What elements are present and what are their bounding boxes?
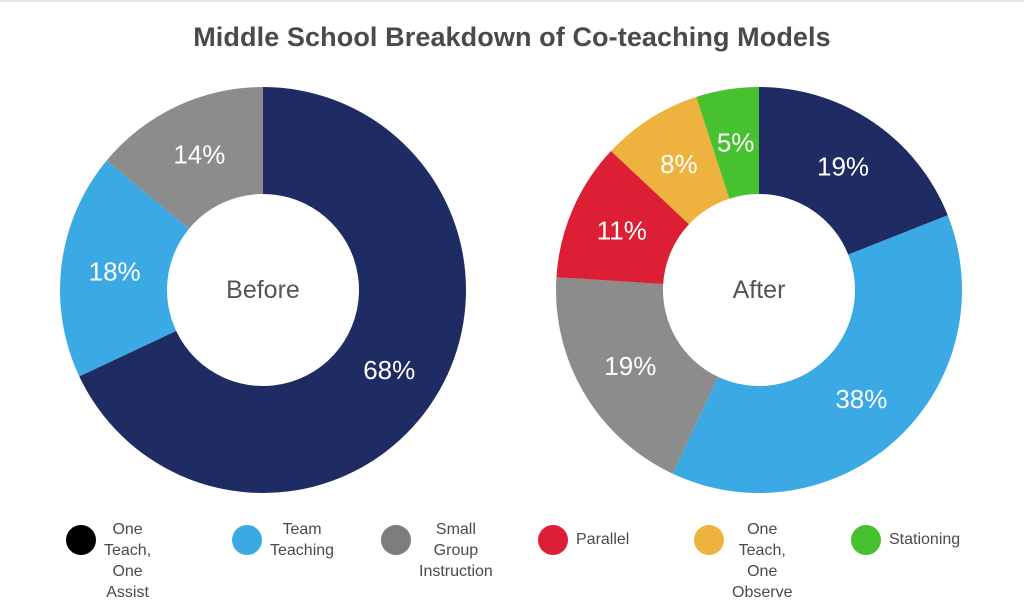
- slice-one-teach-one-assist: [759, 87, 948, 255]
- legend-label: One Teach, One Observe: [732, 521, 793, 601]
- legend-label: Small Group Instruction: [419, 521, 493, 580]
- center-label: After: [733, 276, 786, 304]
- legend-label: Stationing: [889, 531, 961, 548]
- slice-label: 19%: [604, 351, 656, 381]
- legend-swatch: [694, 525, 724, 555]
- top-border: [0, 0, 1024, 2]
- slice-label: 19%: [817, 151, 869, 181]
- slice-team-teaching: [672, 215, 962, 494]
- legend: One Teach, One Assist Team Teaching Small …: [0, 516, 1024, 601]
- slice-small-group-instruction: [556, 277, 719, 474]
- slice-label: 68%: [363, 355, 415, 385]
- slice-parallel: [556, 151, 690, 284]
- slice-small-group-instruction: [106, 87, 263, 229]
- slice-label: 11%: [597, 216, 647, 246]
- slice-label: 14%: [173, 140, 225, 170]
- legend-swatch: [232, 525, 262, 555]
- slice-stationing: [696, 87, 759, 199]
- slice-label: 18%: [89, 256, 141, 286]
- legend-swatch: [851, 525, 881, 555]
- legend-label: Parallel: [576, 531, 630, 548]
- slice-one-teach-one-assist: [79, 87, 467, 494]
- legend-swatch: [381, 525, 411, 555]
- chart-title: Middle School Breakdown of Co-teaching M…: [193, 22, 831, 52]
- center-label: Before: [226, 276, 300, 304]
- legend-label: Team Teaching: [270, 521, 335, 559]
- before-donut: 68% 18% 14% Before: [60, 87, 467, 494]
- slice-one-teach-one-observe: [611, 96, 730, 225]
- after-donut: 19% 38% 19% 11% 8% 5% After: [556, 87, 962, 494]
- slice-team-teaching: [60, 160, 190, 377]
- legend-swatch: [66, 525, 96, 555]
- slice-label: 38%: [835, 384, 887, 414]
- legend-label: One Teach, One Assist: [104, 521, 152, 601]
- slice-label: 8%: [660, 149, 698, 179]
- donut-charts: 68% 18% 14% Before 19% 38% 19% 11% 8% 5% After: [60, 87, 962, 494]
- slice-label: 5%: [717, 127, 755, 157]
- legend-swatch: [538, 525, 568, 555]
